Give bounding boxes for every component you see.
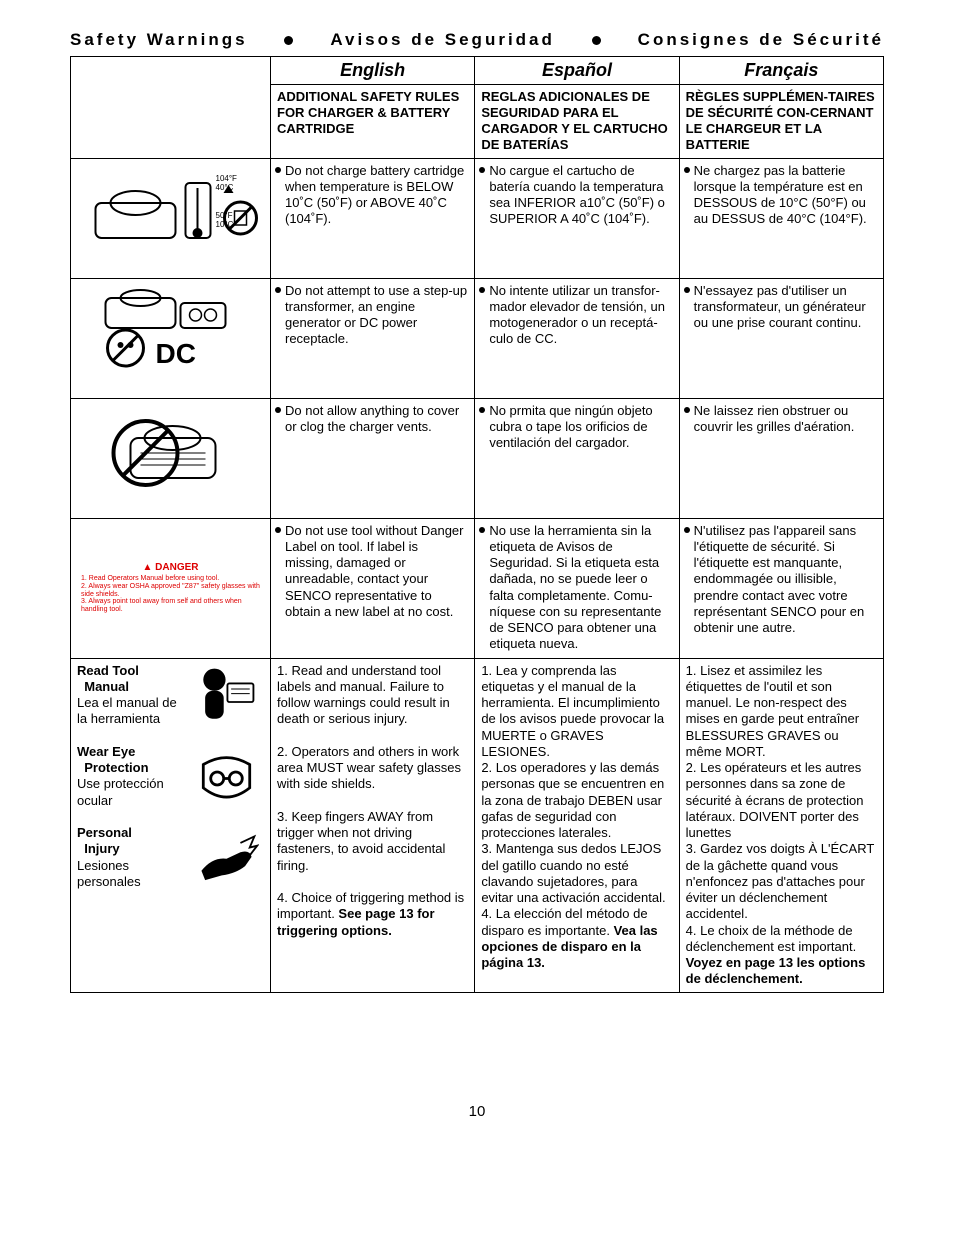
- blank-header: [71, 57, 271, 85]
- page-number: 10: [70, 1103, 884, 1120]
- icon-cell-temperature: 104°F 40°C 50°F 10°C: [71, 158, 271, 278]
- danger-line3: 3. Always point tool away from self and …: [81, 598, 260, 613]
- thermometer-charger-icon: 104°F 40°C 50°F 10°C: [77, 163, 264, 253]
- danger-title-text: DANGER: [155, 562, 198, 573]
- col-english: English: [271, 57, 475, 85]
- cell-en: Do not use tool without Danger Label on …: [271, 518, 475, 658]
- read-manual-icon: [194, 663, 259, 728]
- icon-cell-vents: [71, 398, 271, 518]
- table-row: 104°F 40°C 50°F 10°C Do not charge batte…: [71, 158, 884, 278]
- cell-es: No intente utilizar un transfor-mador el…: [475, 278, 679, 398]
- header-en: Safety Warnings: [70, 30, 248, 50]
- cell-fr-large: 1. Lisez et assimilez les étiquettes de …: [679, 658, 883, 992]
- cell-en: Do not allow anything to cover or clog t…: [271, 398, 475, 518]
- section-title-row: ADDITIONAL SAFETY RULES FOR CHARGER & BA…: [71, 84, 884, 158]
- dot-icon: [284, 36, 293, 45]
- svg-text:DC: DC: [156, 338, 196, 369]
- label-protection: Protection: [84, 760, 148, 775]
- section-title-en: ADDITIONAL SAFETY RULES FOR CHARGER & BA…: [271, 84, 475, 158]
- label-injury: Injury: [84, 841, 119, 856]
- personal-injury-icon: [194, 829, 259, 894]
- lang-header-row: English Español Français: [71, 57, 884, 85]
- table-row: ▲ DANGER 1. Read Operators Manual before…: [71, 518, 884, 658]
- header-es: Avisos de Seguridad: [330, 30, 555, 50]
- dot-icon: [592, 36, 601, 45]
- dc-generator-icon: DC: [77, 283, 264, 373]
- cell-es: No cargue el cartucho de batería cuando …: [475, 158, 679, 278]
- label-read-tool: Read Tool: [77, 663, 139, 678]
- table-row: DC Do not attempt to use a step-up trans…: [71, 278, 884, 398]
- no-cover-vents-icon: [77, 403, 264, 493]
- svg-text:104°F: 104°F: [216, 174, 238, 183]
- cell-fr: Ne laissez rien obstruer ou couvrir les …: [679, 398, 883, 518]
- label-use-proteccion: Use protección ocular: [77, 776, 164, 807]
- cell-es-large: 1. Lea y comprenda las etiquetas y el ma…: [475, 658, 679, 992]
- cell-es: No prmita que ningún objeto cubra o tape…: [475, 398, 679, 518]
- eye-protection-icon: [194, 746, 259, 811]
- label-lea-el: Lea el manual de la herramienta: [77, 695, 177, 726]
- section-title-es: REGLAS ADICIONALES DE SEGURIDAD PARA EL …: [475, 84, 679, 158]
- section-title-fr: RÈGLES SUPPLÉMEN-TAIRES DE SÉCURITÉ CON-…: [679, 84, 883, 158]
- blank-cell: [71, 84, 271, 158]
- danger-label-box: ▲ DANGER 1. Read Operators Manual before…: [77, 562, 264, 613]
- table-row-large: Read Tool Manual Lea el manual de la her…: [71, 658, 884, 992]
- cell-fr: Ne chargez pas la batterie lorsque la te…: [679, 158, 883, 278]
- danger-line1: 1. Read Operators Manual before using to…: [81, 575, 260, 583]
- cell-es: No use la herramienta sin la etiqueta de…: [475, 518, 679, 658]
- table-row: Do not allow anything to cover or clog t…: [71, 398, 884, 518]
- cell-en: Do not charge battery cartridge when tem…: [271, 158, 475, 278]
- icon-cell-danger-label: ▲ DANGER 1. Read Operators Manual before…: [71, 518, 271, 658]
- pictogram-stack: [194, 663, 264, 912]
- warning-triangle-icon: ▲: [142, 562, 152, 573]
- label-wear-eye: Wear Eye: [77, 744, 135, 759]
- cell-en: Do not attempt to use a step-up transfor…: [271, 278, 475, 398]
- icon-cell-dc: DC: [71, 278, 271, 398]
- page: Safety Warnings Avisos de Seguridad Cons…: [0, 0, 954, 1160]
- danger-line2: 2. Always wear OSHA approved "Z87" safet…: [81, 583, 260, 598]
- cell-fr: N'utilisez pas l'appareil sans l'étiquet…: [679, 518, 883, 658]
- label-manual: Manual: [84, 679, 129, 694]
- col-french: Français: [679, 57, 883, 85]
- icon-cell-pictograms: Read Tool Manual Lea el manual de la her…: [71, 658, 271, 992]
- cell-fr: N'essayez pas d'utiliser un transformate…: [679, 278, 883, 398]
- cell-en-large: 1. Read and understand tool labels and m…: [271, 658, 475, 992]
- col-spanish: Español: [475, 57, 679, 85]
- label-lesiones: Lesiones personales: [77, 858, 141, 889]
- safety-table: English Español Français ADDITIONAL SAFE…: [70, 56, 884, 993]
- danger-heading: ▲ DANGER: [81, 562, 260, 573]
- header-fr: Consignes de Sécurité: [638, 30, 884, 50]
- label-personal: Personal: [77, 825, 132, 840]
- header-row: Safety Warnings Avisos de Seguridad Cons…: [70, 30, 884, 50]
